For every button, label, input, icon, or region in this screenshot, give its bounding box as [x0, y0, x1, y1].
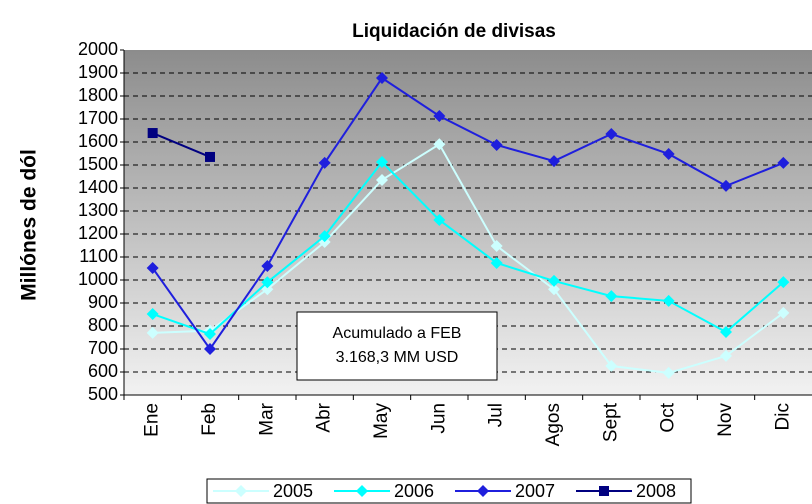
data-point: [147, 128, 158, 139]
series-line: [152, 132, 211, 158]
y-tick-label: 1100: [79, 246, 118, 266]
data-point: [605, 127, 618, 140]
data-point: [777, 306, 790, 319]
data-point: [204, 343, 216, 355]
series-line: [152, 142, 784, 374]
data-point: [720, 179, 732, 192]
data-point: [433, 213, 446, 226]
x-tick-label: Jun: [428, 403, 449, 434]
x-tick-label: Dic: [772, 403, 793, 430]
data-point: [261, 276, 274, 289]
data-point: [548, 155, 560, 168]
y-axis-label: Millónes de dól: [18, 149, 41, 301]
data-point: [548, 274, 560, 287]
legend-label: 2008: [636, 481, 676, 501]
y-tick-label: 1500: [78, 154, 118, 174]
x-tick-label: Ene: [142, 403, 163, 437]
data-point: [146, 262, 159, 275]
y-tick-label: 1200: [78, 223, 118, 243]
data-point: [318, 156, 331, 169]
data-point: [261, 259, 274, 272]
legend-marker: [235, 485, 247, 497]
annotation-text: 3.168,3 MM USD: [336, 349, 459, 366]
data-point: [204, 328, 216, 341]
legend-label: 2007: [515, 481, 555, 501]
legend-marker: [477, 485, 489, 497]
legend-marker: [599, 486, 609, 496]
data-point: [777, 276, 790, 289]
data-point: [376, 72, 388, 85]
series-line: [152, 160, 784, 336]
y-tick-label: 700: [88, 338, 118, 358]
x-tick-label: Feb: [199, 403, 220, 436]
y-tick-label: 600: [88, 361, 118, 381]
y-tick-label: 1700: [78, 108, 118, 128]
data-point: [777, 156, 790, 169]
series-line: [151, 76, 784, 351]
data-point: [720, 325, 732, 338]
x-tick-label: Jul: [486, 403, 507, 427]
y-tick-label: 1600: [78, 131, 118, 151]
x-tick-label: Agos: [543, 403, 564, 446]
x-tick-label: Abr: [314, 402, 335, 432]
y-tick-label: 1800: [78, 85, 118, 105]
y-tick-label: 1000: [78, 269, 118, 289]
data-point: [146, 326, 159, 339]
data-point: [490, 256, 503, 269]
data-point: [662, 147, 675, 160]
data-point: [720, 349, 732, 362]
annotation-text: Acumulado a FEB: [333, 325, 462, 342]
x-tick-label: Mar: [256, 402, 277, 435]
annotation-box: [296, 311, 498, 381]
y-tick-label: 1300: [78, 200, 118, 220]
legend-label: 2005: [273, 481, 313, 501]
x-tick-label: May: [371, 403, 392, 439]
data-point: [548, 283, 560, 296]
data-point: [605, 360, 618, 373]
data-point: [433, 110, 446, 123]
x-tick-label: Sept: [600, 402, 621, 442]
data-point: [376, 173, 388, 186]
chart-title: Liquidación de divisas: [352, 21, 556, 42]
data-point: [662, 366, 675, 379]
data-point: [490, 138, 503, 151]
y-tick-label: 800: [88, 315, 118, 335]
legend-label: 2006: [394, 481, 434, 501]
y-tick-label: 1900: [78, 62, 118, 82]
data-point: [662, 294, 675, 307]
data-point: [605, 290, 618, 303]
y-tick-label: 500: [88, 384, 118, 404]
data-point: [146, 308, 159, 321]
data-point: [318, 230, 331, 243]
legend-marker: [356, 485, 368, 497]
x-tick-label: Nov: [715, 403, 736, 437]
data-point: [376, 156, 388, 169]
data-point: [433, 138, 446, 151]
data-point: [205, 151, 215, 162]
data-point: [490, 239, 503, 252]
y-tick-label: 900: [88, 292, 118, 312]
y-tick-label: 1400: [78, 177, 118, 197]
x-tick-label: Oct: [658, 402, 679, 432]
y-tick-label: 2000: [78, 39, 118, 59]
